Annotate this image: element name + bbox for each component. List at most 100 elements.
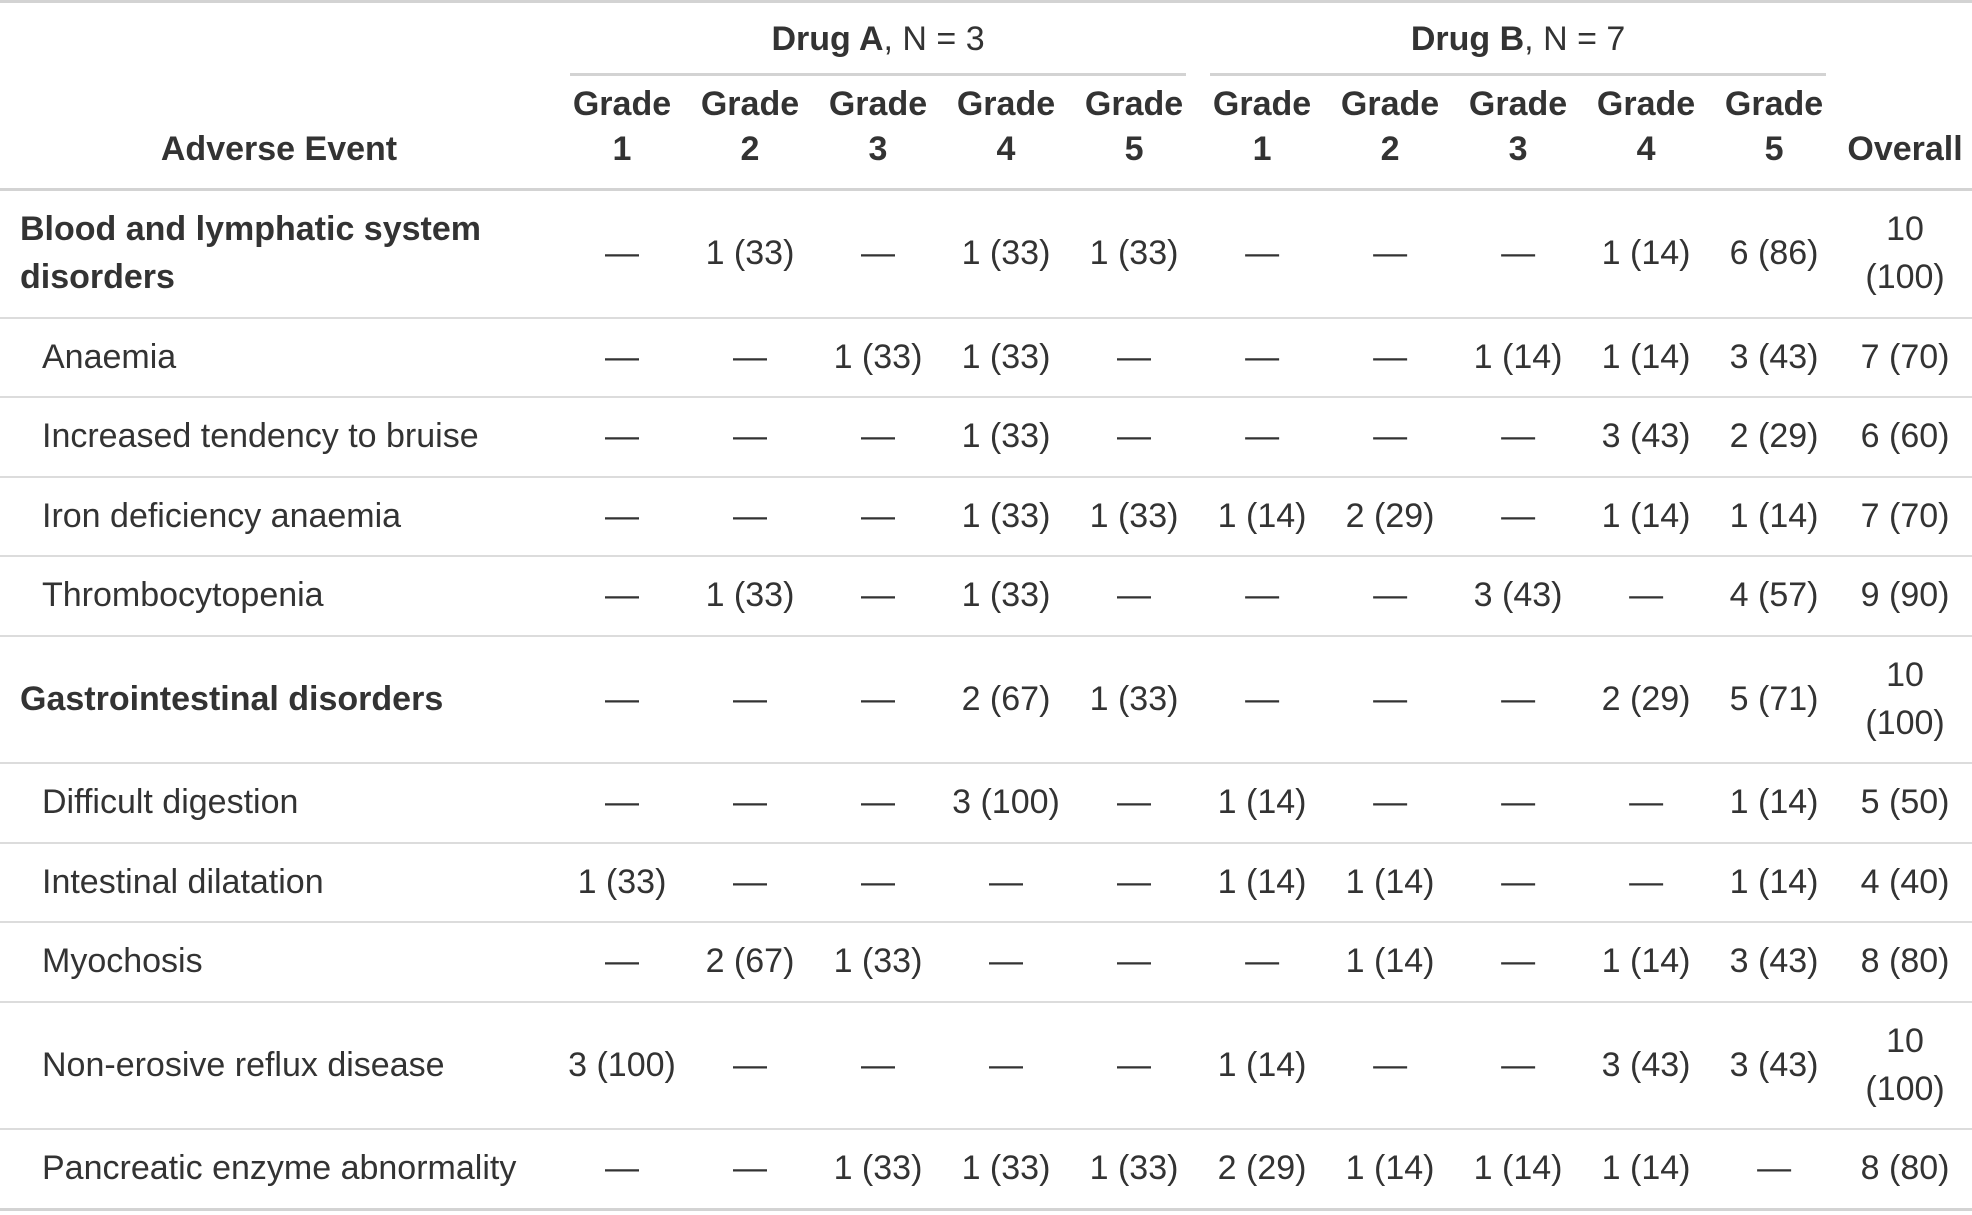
cell-value: 1 (33) [814, 316, 942, 398]
cell-value: — [558, 634, 686, 764]
cell-value: 1 (14) [1454, 1128, 1583, 1211]
cell-value: 1 (33) [942, 475, 1070, 557]
cell-value: 1 (14) [1326, 841, 1455, 923]
cell-value: — [1326, 1000, 1455, 1130]
table-row: Non-erosive reflux disease 3 (100) — — — —1 (… [0, 1000, 1972, 1130]
cell-value: 1 (14) [1601, 234, 1691, 273]
spanner-drug-b-label: Drug B [1410, 20, 1525, 58]
cell-value: — [814, 475, 942, 557]
cell-value: 1 (14) [1198, 475, 1327, 557]
cell-value: — [1454, 1000, 1583, 1130]
cell-value: 1 (14) [1710, 841, 1839, 923]
column-header-drug-a-grade-1: Grade 1 [558, 75, 686, 192]
cell-value: 1 (14) [1582, 316, 1711, 398]
row-label-event: Increased tendency to bruise [0, 396, 558, 477]
cell-value: 1 (14) [1198, 841, 1327, 923]
cell-value: 1 (14) [1582, 475, 1711, 557]
cell-value: — [814, 555, 942, 636]
cell-value: 6 (86) [1729, 234, 1819, 273]
stub-spacer [0, 0, 558, 76]
column-header-drug-a-grade-2: Grade 2 [686, 75, 814, 192]
table-row: Pancreatic enzyme abnormality — —1 (33) 1 (… [0, 1128, 1972, 1211]
cell-value: — [1454, 841, 1583, 923]
cell-value: 1 (33) [961, 234, 1051, 273]
cell-value: — [686, 316, 814, 398]
table-row: Gastrointestinal disorders — — —2 (67) 1 (33… [0, 634, 1972, 764]
cell-value: 1 (14) [1198, 1000, 1327, 1130]
table-row: Difficult digestion — — —3 (100) —1 (14) — — —1… [0, 762, 1972, 843]
cell-value: 1 (14) [1710, 475, 1839, 557]
column-header-drug-a-grade-4: Grade 4 [942, 75, 1070, 192]
cell-value: — [942, 921, 1070, 1002]
cell-value: — [1454, 762, 1583, 843]
cell-overall: 9 (90) [1838, 555, 1972, 636]
cell-value: 2 (67) [942, 634, 1070, 764]
cell-value: — [686, 634, 814, 764]
cell-value: 1 (14) [1582, 1128, 1711, 1211]
column-header-drug-b-grade-5: Grade 5 [1710, 75, 1839, 192]
cell-value: 1 (33) [1070, 1128, 1199, 1211]
cell-value: — [814, 396, 942, 477]
cell-value: 1 (14) [1326, 1128, 1455, 1211]
row-label-event: Anaemia [0, 316, 558, 398]
cell-value: — [1454, 396, 1583, 477]
cell-value: 1 (33) [942, 555, 1070, 636]
column-header-drug-b-grade-3: Grade 3 [1454, 75, 1583, 192]
row-label-section: Gastrointestinal disorders [0, 634, 558, 764]
cell-value: — [1070, 921, 1199, 1002]
cell-value: — [558, 762, 686, 843]
cell-value: — [686, 1128, 814, 1211]
cell-value: — [814, 634, 942, 764]
cell-overall: 5 (50) [1838, 762, 1972, 843]
column-header-drug-b-grade-2: Grade 2 [1326, 75, 1455, 192]
table-row: Anaemia — —1 (33) 1 (33) — — —1 (14) 1 (14) 3 (4… [0, 316, 1972, 398]
cell-value: — [1326, 396, 1455, 477]
cell-value: — [1454, 475, 1583, 557]
spanner-drug-a-n: , N = 3 [883, 20, 985, 58]
cell-value: — [1326, 762, 1455, 843]
cell-value: — [558, 316, 686, 398]
cell-value: — [1070, 396, 1199, 477]
cell-value: 1 (33) [942, 316, 1070, 398]
cell-value: — [1245, 234, 1280, 273]
cell-overall: 4 (40) [1838, 841, 1972, 923]
cell-value: 1 (33) [942, 396, 1070, 477]
cell-value: 3 (43) [1710, 921, 1839, 1002]
cell-overall: 6 (60) [1838, 396, 1972, 477]
cell-value: — [558, 396, 686, 477]
cell-value: 3 (43) [1454, 555, 1583, 636]
cell-value: — [1582, 555, 1711, 636]
cell-value: — [1454, 921, 1583, 1002]
cell-value: — [1198, 555, 1327, 636]
column-header-adverse-event: Adverse Event [0, 75, 558, 192]
table-row: Myochosis —2 (67) 1 (33) — — —1 (14) —1 (14) 3 … [0, 921, 1972, 1002]
table-row: Blood and lymphatic system disorders — 1 (… [0, 190, 1972, 318]
cell-value: — [1198, 634, 1327, 764]
spanner-drug-a-label: Drug A [771, 20, 884, 58]
cell-value: 1 (14) [1582, 921, 1711, 1002]
cell-value: — [558, 921, 686, 1002]
cell-value: — [1373, 234, 1408, 273]
row-label-event: Non-erosive reflux disease [0, 1000, 558, 1130]
cell-value: — [1070, 841, 1199, 923]
cell-value: 1 (33) [814, 1128, 942, 1211]
row-label-event: Myochosis [0, 921, 558, 1002]
cell-value: — [1198, 316, 1327, 398]
spanner-drug-a: Drug A, N = 3 [558, 0, 1199, 76]
cell-value: — [942, 1000, 1070, 1130]
cell-value: 3 (43) [1710, 1000, 1839, 1130]
row-label-section: Blood and lymphatic system disorders [20, 210, 481, 296]
cell-value: 3 (43) [1582, 1000, 1711, 1130]
cell-value: — [814, 762, 942, 843]
cell-value: — [605, 234, 639, 273]
cell-value: 1 (33) [942, 1128, 1070, 1211]
column-header-overall: Overall [1838, 75, 1972, 192]
spanner-row: Drug A, N = 3 Drug B, N = 7 [0, 0, 1972, 76]
row-label-event: Iron deficiency anaemia [0, 475, 558, 557]
column-header-drug-a-grade-3: Grade 3 [814, 75, 942, 192]
cell-value: — [558, 555, 686, 636]
cell-value: — [558, 1128, 686, 1211]
table-body: Blood and lymphatic system disorders —1 (… [0, 190, 1972, 1211]
cell-value: 1 (14) [1710, 762, 1839, 843]
